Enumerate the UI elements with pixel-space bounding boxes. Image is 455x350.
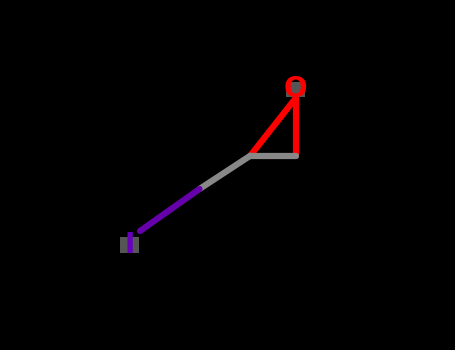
FancyBboxPatch shape	[120, 237, 139, 253]
Text: I: I	[124, 231, 135, 259]
Text: O: O	[284, 75, 308, 103]
FancyBboxPatch shape	[286, 82, 305, 97]
